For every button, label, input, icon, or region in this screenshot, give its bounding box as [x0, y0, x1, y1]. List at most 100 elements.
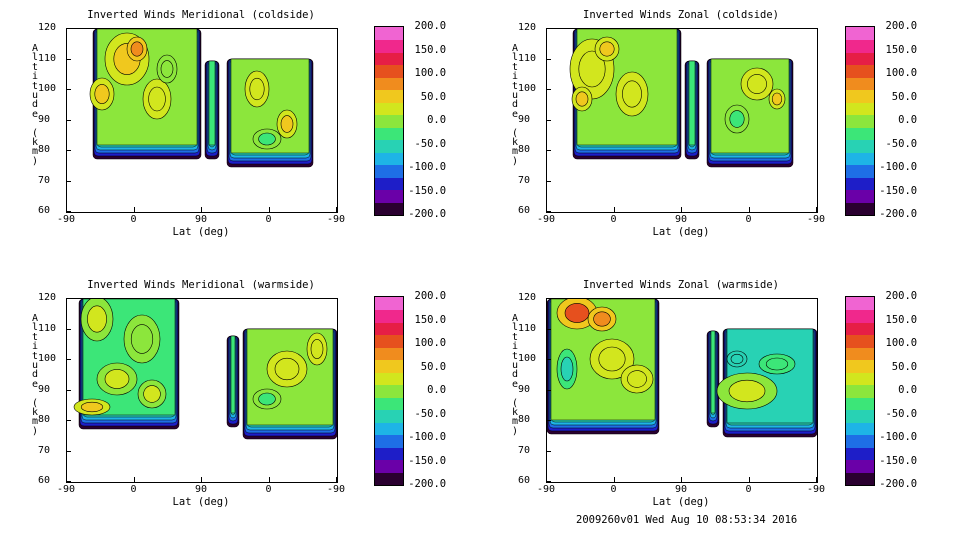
x-tick-label: -90 — [327, 214, 346, 225]
colorbar — [374, 26, 404, 216]
colorbar-swatch — [846, 189, 874, 203]
x-axis-label: Lat (deg) — [652, 226, 710, 238]
y-axis-label-char: A — [31, 43, 39, 54]
x-tick-label: 0 — [130, 214, 137, 225]
colorbar-swatch — [846, 359, 874, 373]
y-tick-mark — [546, 211, 551, 212]
x-tick-mark — [66, 207, 67, 212]
y-tick-mark — [546, 359, 551, 360]
y-tick-mark — [66, 59, 71, 60]
y-tick-label: 60 — [38, 205, 51, 216]
y-tick-label: 80 — [518, 414, 531, 425]
y-tick-mark — [546, 181, 551, 182]
y-tick-mark — [66, 120, 71, 121]
x-tick-label: 0 — [610, 214, 617, 225]
colorbar-swatch — [846, 297, 874, 311]
colorbar-tick-label: 150.0 — [885, 43, 918, 56]
x-tick-mark — [749, 477, 750, 482]
contour-feature — [578, 50, 606, 88]
colorbar-tick-label: 0.0 — [898, 114, 918, 126]
colorbar-swatch — [846, 459, 874, 473]
colorbar-tick-label: 100.0 — [885, 67, 918, 79]
colorbar-swatch — [375, 27, 403, 41]
x-tick-label: 0 — [130, 484, 137, 495]
y-axis-label-char: i — [31, 71, 39, 83]
colorbar-tick-label: 0.0 — [427, 384, 447, 396]
contour-feature — [148, 86, 166, 112]
colorbar-swatch — [846, 334, 874, 348]
colorbar-swatch — [846, 102, 874, 116]
x-tick-mark — [681, 477, 682, 482]
x-tick-mark — [134, 477, 135, 482]
x-tick-label: -90 — [327, 484, 346, 495]
chart-title: Inverted Winds Zonal (warmside) — [583, 279, 779, 291]
colorbar-swatch — [375, 114, 403, 128]
y-tick-mark — [66, 28, 71, 29]
contour-field — [547, 299, 817, 438]
colorbar-swatch — [375, 77, 403, 91]
contour-feature — [130, 41, 144, 57]
contour-feature — [729, 110, 745, 128]
colorbar-swatch — [375, 189, 403, 203]
colorbar-swatch — [375, 359, 403, 373]
contour-feature — [160, 60, 174, 78]
y-tick-label: 60 — [518, 205, 531, 216]
y-tick-mark — [546, 59, 551, 60]
y-axis-label-char: A — [511, 43, 519, 54]
y-tick-label: 60 — [518, 475, 531, 486]
colorbar-swatch — [846, 434, 874, 448]
y-axis-label-char: m — [31, 416, 39, 428]
contour-field — [73, 299, 337, 440]
x-tick-label: 90 — [675, 214, 688, 225]
y-axis-label-char: ) — [511, 155, 519, 167]
x-tick-label: 0 — [745, 214, 752, 225]
x-tick-mark — [269, 477, 270, 482]
y-tick-label: 110 — [518, 322, 537, 334]
colorbar-swatch — [846, 27, 874, 41]
colorbar-swatch — [846, 89, 874, 103]
colorbar-swatch — [375, 322, 403, 336]
y-tick-label: 90 — [518, 383, 531, 395]
colorbar-tick-label: -50.0 — [414, 137, 447, 150]
colorbar-swatch — [846, 422, 874, 436]
x-tick-mark — [749, 207, 750, 212]
colorbar-tick-label: 200.0 — [885, 20, 918, 32]
y-axis-label-char: m — [511, 416, 519, 428]
plot-area — [546, 28, 818, 213]
y-tick-mark — [546, 89, 551, 90]
colorbar-swatch — [375, 434, 403, 448]
colorbar-swatch — [375, 334, 403, 348]
contour-feature — [598, 346, 626, 372]
y-axis-label-char: t — [31, 61, 39, 73]
colorbar-swatch — [846, 39, 874, 53]
y-axis-label-char: e — [511, 108, 519, 120]
colorbar-swatch — [375, 202, 403, 216]
contour-feature — [143, 385, 161, 403]
y-tick-mark — [66, 181, 71, 182]
colorbar-swatch — [846, 114, 874, 128]
colorbar-tick-label: -200.0 — [408, 208, 447, 220]
x-tick-label: -90 — [57, 484, 76, 495]
colorbar — [845, 26, 875, 216]
colorbar-tick-label: 200.0 — [885, 290, 918, 302]
y-axis-label-char: ) — [31, 425, 39, 437]
colorbar-tick-label: -200.0 — [408, 478, 447, 490]
contour-core — [230, 335, 236, 414]
contour-feature — [560, 356, 574, 382]
y-axis-label-char: l — [31, 322, 39, 334]
x-tick-label: -90 — [807, 214, 826, 225]
x-tick-label: 90 — [675, 484, 688, 495]
contour-feature — [274, 357, 300, 381]
colorbar-swatch — [375, 177, 403, 191]
x-tick-mark — [201, 477, 202, 482]
y-axis-label-char: d — [31, 369, 39, 381]
x-tick-mark — [546, 207, 547, 212]
y-axis-label-char: i — [511, 71, 519, 83]
colorbar-swatch — [846, 52, 874, 66]
x-tick-label: 0 — [745, 484, 752, 495]
colorbar-tick-label: 150.0 — [414, 313, 447, 326]
colorbar-swatch — [846, 164, 874, 178]
